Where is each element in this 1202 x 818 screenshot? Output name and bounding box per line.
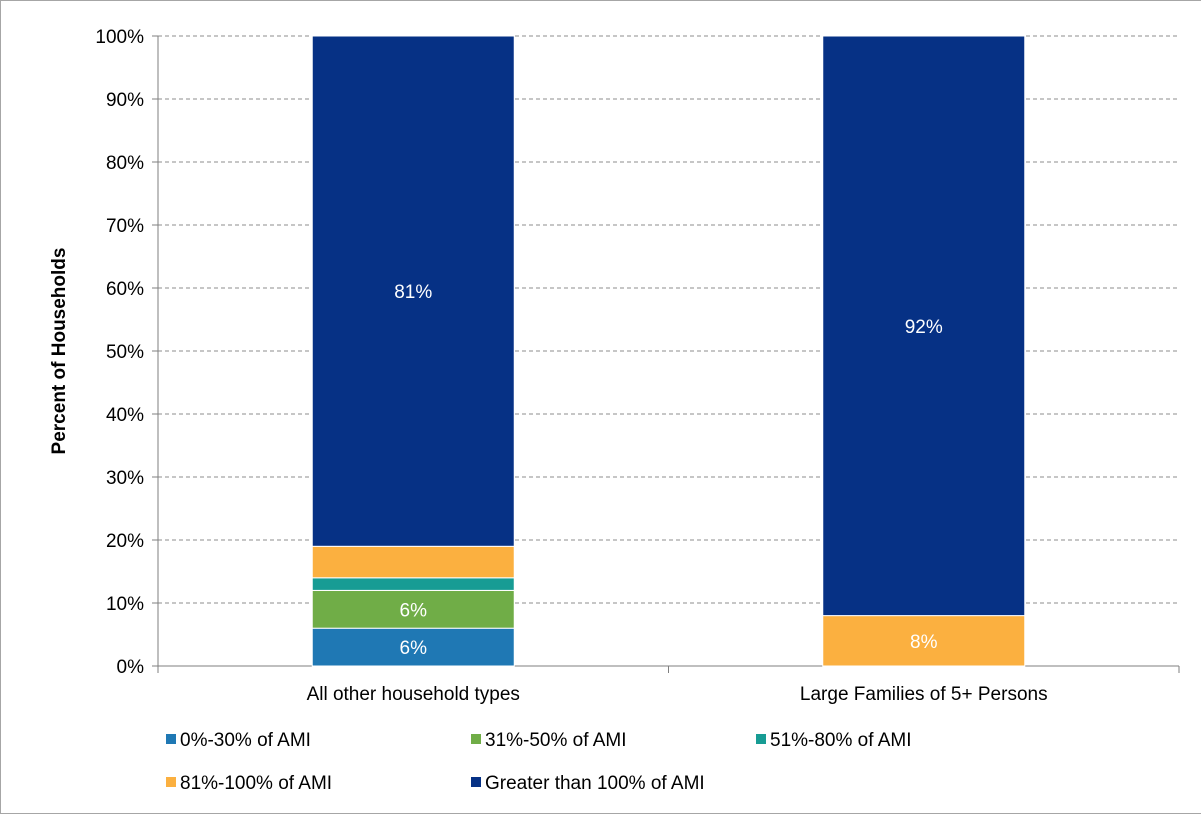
bar-segment <box>311 545 515 579</box>
x-category-label: All other household types <box>307 684 520 705</box>
y-tick-label: 100% <box>95 27 144 48</box>
bar-segment <box>311 577 515 591</box>
data-label: 81% <box>394 282 432 303</box>
y-tick-label: 90% <box>106 90 144 111</box>
data-label: 6% <box>400 600 428 621</box>
legend-label: 81%-100% of AMI <box>180 773 332 794</box>
x-category-label: Large Families of 5+ Persons <box>800 684 1048 705</box>
bars <box>311 35 1026 667</box>
y-tick-label: 10% <box>106 594 144 615</box>
bar-segment <box>822 615 1026 667</box>
data-label: 8% <box>910 632 938 653</box>
legend: 0%-30% of AMI 31%-50% of AMI 51%-80% of AM… <box>166 730 912 794</box>
legend-swatch <box>166 734 176 744</box>
y-tick-label: 60% <box>106 279 144 300</box>
data-label: 92% <box>905 317 943 338</box>
legend-label: 0%-30% of AMI <box>180 730 311 751</box>
y-tick-label: 70% <box>106 216 144 237</box>
bar-segment <box>311 589 515 629</box>
y-axis-label: Percent of Households <box>49 248 70 455</box>
bar-segment <box>822 35 1026 617</box>
y-tick-label: 50% <box>106 342 144 363</box>
data-labels: 6% 6% 81% 8% 92% <box>394 282 943 659</box>
legend-swatch <box>471 734 481 744</box>
y-tick-label: 30% <box>106 468 144 489</box>
bar-segment <box>311 627 515 667</box>
y-tick-label: 80% <box>106 153 144 174</box>
data-label: 6% <box>400 638 428 659</box>
y-tick-label: 20% <box>106 531 144 552</box>
legend-label: 31%-50% of AMI <box>485 730 627 751</box>
legend-swatch <box>166 777 176 787</box>
gridlines <box>158 35 1179 604</box>
bar-segment <box>311 35 515 547</box>
legend-swatch <box>756 734 766 744</box>
legend-label: 51%-80% of AMI <box>770 730 912 751</box>
legend-swatch <box>471 777 481 787</box>
legend-label: Greater than 100% of AMI <box>485 773 705 794</box>
y-tick-label: 40% <box>106 405 144 426</box>
y-tick-label: 0% <box>117 657 145 678</box>
